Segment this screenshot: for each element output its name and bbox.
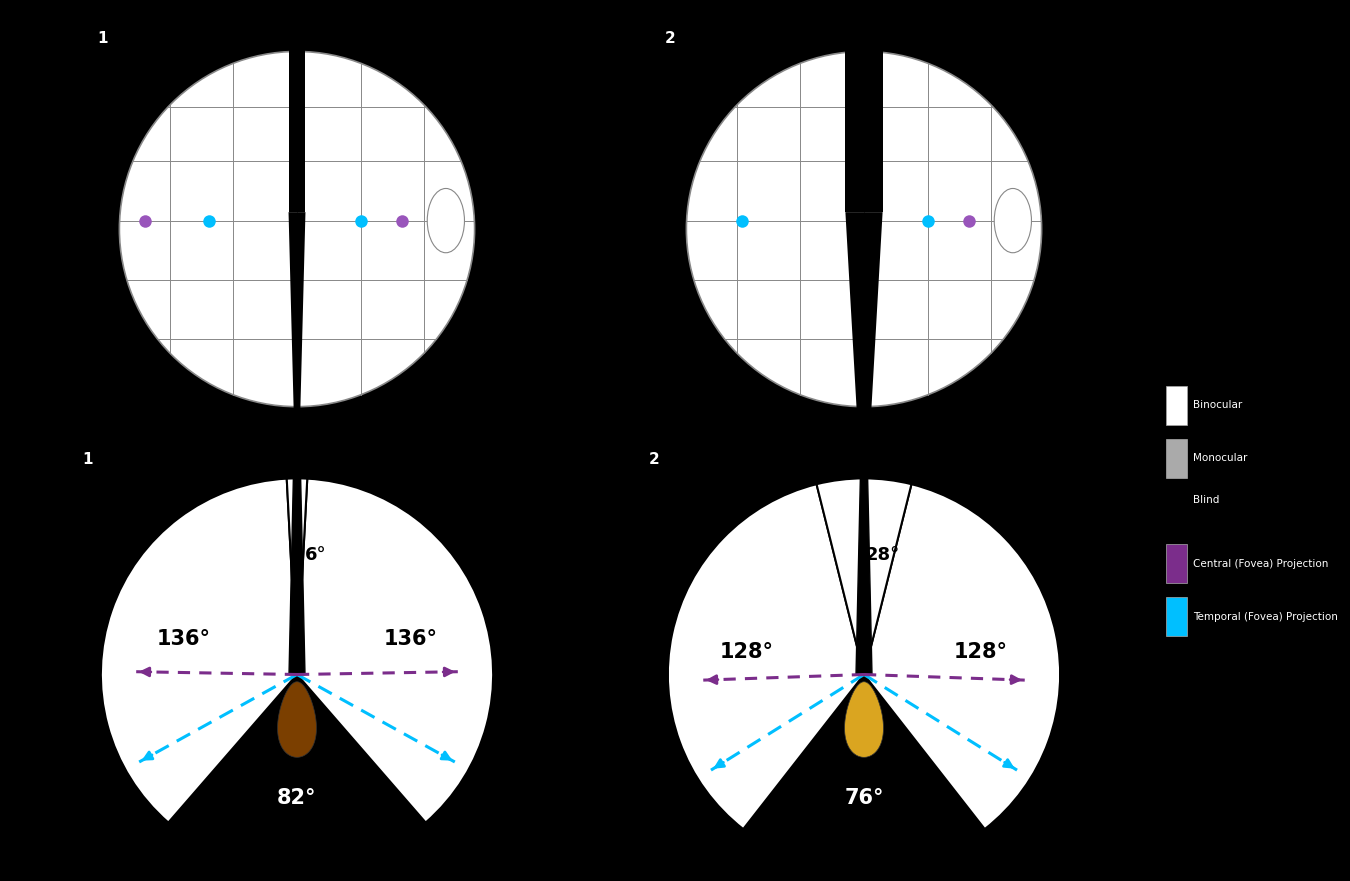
Text: 76°: 76° (844, 788, 884, 808)
Text: Binocular: Binocular (1192, 400, 1242, 411)
Wedge shape (817, 478, 911, 675)
Bar (1166, 597, 1188, 636)
Ellipse shape (994, 189, 1031, 253)
Text: 2: 2 (664, 31, 675, 46)
Text: 136°: 136° (383, 629, 437, 649)
Wedge shape (668, 485, 864, 829)
Bar (1166, 439, 1188, 478)
Text: 2: 2 (649, 452, 660, 467)
Polygon shape (845, 212, 883, 440)
Polygon shape (289, 459, 305, 675)
Polygon shape (856, 459, 872, 675)
Text: 1: 1 (82, 452, 92, 467)
Text: 128°: 128° (720, 642, 774, 663)
Bar (1166, 386, 1188, 425)
Text: Monocular: Monocular (1192, 453, 1247, 463)
Text: 6°: 6° (305, 546, 327, 565)
Bar (1166, 544, 1188, 583)
Ellipse shape (427, 189, 464, 253)
Text: Blind: Blind (1192, 495, 1219, 506)
Circle shape (686, 51, 1042, 407)
Text: 82°: 82° (277, 788, 317, 808)
Text: 28°: 28° (865, 546, 900, 565)
Polygon shape (289, 212, 305, 440)
Text: 136°: 136° (157, 629, 211, 649)
Polygon shape (289, 26, 305, 212)
Polygon shape (278, 682, 316, 758)
Text: Temporal (Fovea) Projection: Temporal (Fovea) Projection (1192, 611, 1338, 622)
Text: Central (Fovea) Projection: Central (Fovea) Projection (1192, 559, 1328, 569)
Wedge shape (286, 478, 308, 675)
Polygon shape (845, 682, 883, 758)
Text: 1: 1 (97, 31, 108, 46)
Wedge shape (101, 478, 297, 823)
Text: 128°: 128° (954, 642, 1008, 663)
Circle shape (119, 51, 475, 407)
Wedge shape (864, 485, 1060, 829)
Wedge shape (297, 478, 493, 823)
Polygon shape (845, 26, 883, 212)
